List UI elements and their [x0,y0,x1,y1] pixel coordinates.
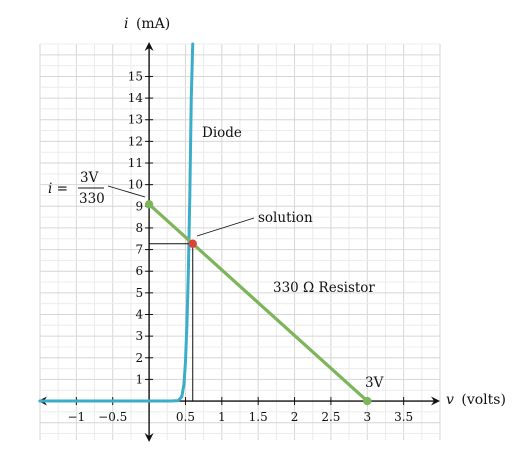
markers-layer [144,200,372,406]
intercept-numerator: 3V [80,170,99,186]
y-tick-label: 6 [135,264,143,278]
y-tick-label: 5 [135,286,143,300]
x-tick-label: 2 [291,410,299,424]
y-axis-title: i (mA) [124,16,170,32]
y-tick-label: 1 [135,372,143,386]
intercept-denominator: 330 [79,191,105,207]
x-axis-var: v [446,392,454,408]
x-axis-arrow [431,396,440,406]
y-tick-label: 3 [135,329,143,343]
solution-label: solution [258,210,313,226]
intercept-marker [144,200,154,209]
y-axis-arrow-down [144,433,154,442]
x-tick-label: −1 [68,410,86,424]
intercept-formula: i = 3V 330 [48,170,105,207]
x-axis-title: v (volts) [446,392,506,408]
three-volt-marker [363,396,372,406]
solution-marker [188,239,197,248]
intercept-leader-line [107,185,146,198]
y-tick-label: 14 [128,91,144,105]
y-tick-label: 11 [128,156,143,170]
grid [39,43,441,440]
y-axis-arrow [144,42,154,51]
diode-label: Diode [202,125,242,141]
x-tick-label: 1 [218,410,226,424]
diode-curve [38,42,195,403]
y-tick-label: 2 [135,351,143,365]
solution-leader-line [196,217,255,237]
y-tick-label: 4 [135,307,143,321]
x-tick-label: 2.5 [321,410,340,424]
y-tick-label: 7 [135,243,143,257]
y-tick-label: 15 [128,69,143,83]
x-tick-label: 1.5 [249,410,268,424]
x-tick-label: 3 [363,410,371,424]
three-volts-label: 3V [365,375,384,391]
y-tick-label: 10 [128,178,143,192]
x-tick-label: −0.5 [98,410,127,424]
y-tick-label: 12 [128,134,143,148]
ticks: −1 −0.5 0.5 1 1.5 2 2.5 3 3.51234567891011121314… [68,69,414,424]
y-tick-label: 13 [128,113,143,127]
series-layer [38,42,369,403]
y-tick-label: 8 [135,221,143,235]
y-tick-label: 9 [135,199,143,213]
resistor-label: 330 Ω Resistor [273,280,375,296]
intercept-lhs: i = [48,181,68,197]
y-axis-unit: (mA) [136,16,170,32]
y-axis-var: i [124,16,128,32]
resistor-load-line [147,202,369,403]
x-tick-label: 3.5 [394,410,413,424]
x-axis-unit: (volts) [461,392,506,408]
x-tick-label: 0.5 [176,410,195,424]
